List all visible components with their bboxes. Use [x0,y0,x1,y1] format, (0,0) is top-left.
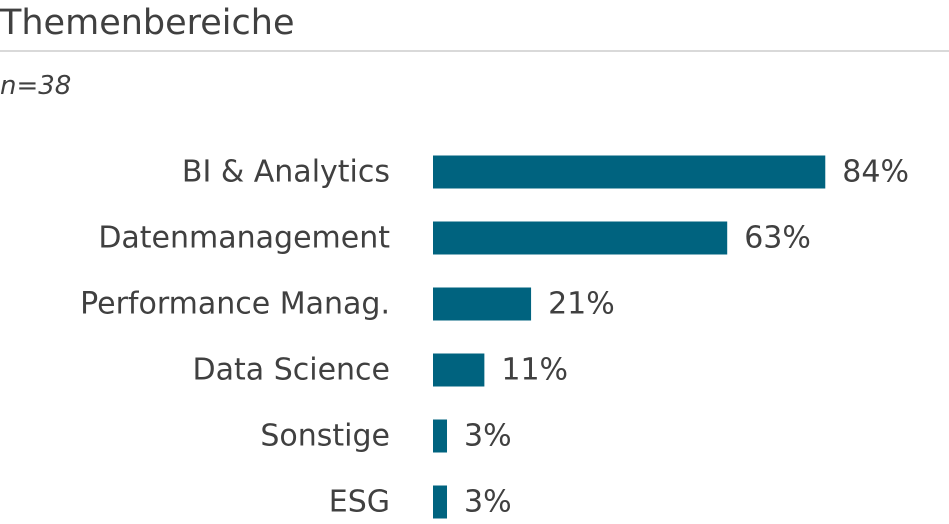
category-label: Datenmanagement [98,221,390,256]
bar [433,287,532,321]
bar [433,485,448,519]
value-label: 3% [464,485,512,520]
bar [433,155,826,189]
bar [433,221,728,255]
value-label: 63% [744,221,811,256]
title-divider [0,50,949,52]
bar [433,419,448,453]
value-label: 11% [501,353,568,388]
bar-chart: BI & Analytics 84% Datenmanagement 63% Perfo… [80,155,909,520]
bar [433,353,485,387]
category-label: Performance Manag. [80,287,390,322]
category-label: BI & Analytics [182,155,390,190]
chart-title: Themenbereiche [0,3,295,43]
sample-size-note: n=38 [0,71,72,101]
bars-group: BI & Analytics 84% Datenmanagement 63% Perfo… [80,155,909,520]
value-label: 84% [842,155,909,190]
category-label: Sonstige [260,419,390,454]
value-label: 3% [464,419,512,454]
category-label: Data Science [193,353,390,388]
value-label: 21% [548,287,615,322]
category-label: ESG [329,485,390,520]
